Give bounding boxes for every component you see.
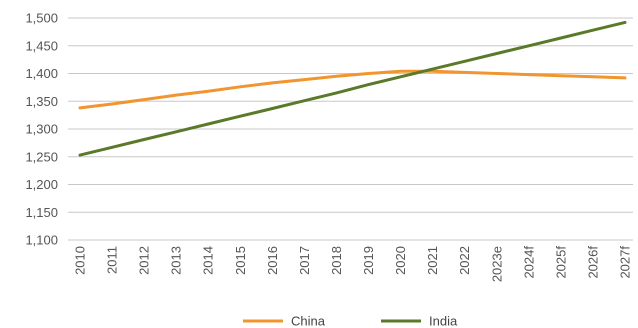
x-tick-label: 2016 <box>265 246 280 275</box>
x-tick-label: 2012 <box>137 246 152 275</box>
y-tick-label: 1,250 <box>25 149 58 164</box>
x-tick-label: 2024f <box>521 246 536 279</box>
x-axis-ticks: 2010 2011 2012 2013 2014 2015 2016 2017 2018 2019… <box>73 246 633 283</box>
y-tick-label: 1,300 <box>25 122 58 137</box>
x-tick-label: 2015 <box>233 246 248 275</box>
x-tick-label: 2010 <box>73 246 88 275</box>
y-tick-label: 1,150 <box>25 205 58 220</box>
x-tick-label: 2020 <box>393 246 408 275</box>
x-tick-label: 2014 <box>201 246 216 275</box>
legend-label-india: India <box>429 314 458 328</box>
x-tick-label: 2027f <box>618 246 633 279</box>
y-tick-label: 1,100 <box>25 233 58 248</box>
y-tick-label: 1,450 <box>25 38 58 53</box>
y-axis-ticks: 1,100 1,150 1,200 1,250 1,300 1,350 1,400 1,450… <box>25 11 58 248</box>
y-tick-label: 1,500 <box>25 11 58 26</box>
legend: China India <box>243 314 458 328</box>
x-tick-label: 2018 <box>329 246 344 275</box>
series-line-china <box>78 69 627 110</box>
legend-label-china: China <box>291 314 326 328</box>
x-tick-label: 2017 <box>297 246 312 275</box>
x-tick-label: 2011 <box>105 246 120 274</box>
x-tick-label: 2025f <box>553 246 568 279</box>
y-tick-label: 1,400 <box>25 66 58 81</box>
series-lines <box>78 20 627 157</box>
series-line-india <box>78 20 627 157</box>
y-tick-label: 1,200 <box>25 177 58 192</box>
x-tick-label: 2026f <box>585 246 600 279</box>
y-tick-label: 1,350 <box>25 94 58 109</box>
x-tick-label: 2023e <box>489 246 504 282</box>
gridlines <box>68 17 633 241</box>
x-tick-label: 2019 <box>361 246 376 275</box>
x-tick-label: 2022 <box>457 246 472 275</box>
x-tick-label: 2013 <box>169 246 184 275</box>
x-tick-label: 2021 <box>425 246 440 275</box>
